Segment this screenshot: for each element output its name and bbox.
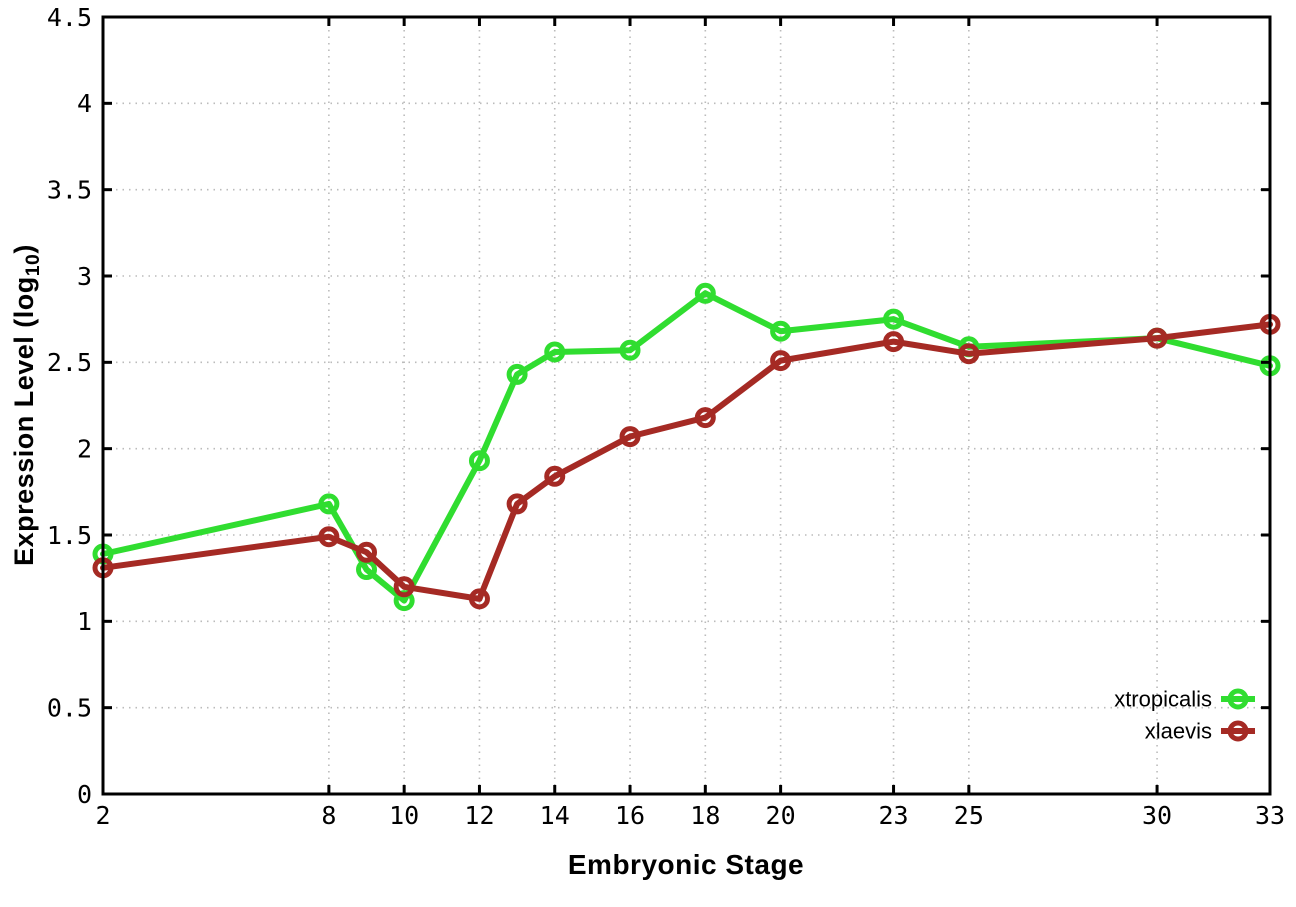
- x-tick-label: 2: [95, 801, 110, 830]
- series-line-xtropicalis: [100, 290, 1273, 604]
- data-point-marker-xlaevis: [619, 426, 641, 448]
- y-tick-label: 0: [77, 780, 92, 809]
- x-tick-label: 14: [540, 801, 570, 830]
- y-axis-title-suffix: ): [8, 244, 39, 254]
- data-point-marker-xtropicalis: [468, 450, 490, 472]
- data-point-marker-xtropicalis: [694, 282, 716, 304]
- axes: [101, 15, 1272, 796]
- data-point-marker-xlaevis: [393, 576, 415, 598]
- y-tick-label: 3.5: [47, 175, 92, 204]
- y-tick-label: 1.5: [47, 521, 92, 550]
- data-point-marker-xlaevis: [506, 493, 528, 515]
- legend-marker-sample-xlaevis: [1227, 720, 1249, 742]
- data-point-marker-xlaevis: [770, 350, 792, 372]
- data-point-marker-xlaevis: [1146, 327, 1168, 349]
- data-point-marker-xlaevis: [356, 541, 378, 563]
- data-point-marker-xlaevis: [544, 465, 566, 487]
- x-tick-label: 12: [464, 801, 494, 830]
- x-tick-label: 23: [878, 801, 908, 830]
- series-xlaevis: [92, 313, 1281, 610]
- legend-marker-sample-xtropicalis: [1227, 688, 1249, 710]
- data-point-marker-xlaevis: [318, 526, 340, 548]
- y-axis-title-subscript: 10: [22, 253, 45, 277]
- data-point-marker-xlaevis: [694, 407, 716, 429]
- data-point-marker-xtropicalis: [506, 363, 528, 385]
- data-point-marker-xlaevis: [883, 331, 905, 353]
- x-axis-title: Embryonic Stage: [567, 849, 805, 880]
- y-tick-label: 4.5: [47, 3, 92, 32]
- y-axis-title-text: Expression Level (log: [8, 276, 39, 566]
- data-point-marker-xtropicalis: [619, 339, 641, 361]
- y-tick-label: 0.5: [47, 693, 92, 722]
- gridlines: [102, 16, 1271, 795]
- x-tick-label: 33: [1255, 801, 1285, 830]
- x-tick-label: 20: [766, 801, 796, 830]
- data-point-marker-xtropicalis: [770, 320, 792, 342]
- y-tick-label: 2: [77, 434, 92, 463]
- x-tick-label: 10: [389, 801, 419, 830]
- x-tick-label: 18: [690, 801, 720, 830]
- plot-border: [101, 15, 1272, 796]
- data-point-marker-xtropicalis: [544, 341, 566, 363]
- series-line-xlaevis: [100, 321, 1273, 602]
- tick-labels: 2 8 10 12 14 16 18 20 23 25 30 33 0 0.5 1 1.5 2 2.5 3 3.5 4 4…: [47, 3, 1285, 830]
- y-tick-label: 2.5: [47, 348, 92, 377]
- y-axis-title: Expression Level (log10): [9, 244, 45, 566]
- x-tick-label: 8: [321, 801, 336, 830]
- x-tick-label: 25: [954, 801, 984, 830]
- series-xtropicalis: [92, 282, 1281, 612]
- data-point-marker-xtropicalis: [883, 308, 905, 330]
- data-point-marker-xlaevis: [958, 343, 980, 365]
- y-tick-label: 4: [77, 89, 92, 118]
- legend-label-xtropicalis: xtropicalis: [1114, 687, 1212, 712]
- y-tick-label: 1: [77, 607, 92, 636]
- data-point-marker-xlaevis: [468, 588, 490, 610]
- legend-label-xlaevis: xlaevis: [1145, 719, 1212, 744]
- legend: xtropicalis xlaevis: [1114, 687, 1255, 744]
- data-point-marker-xtropicalis: [318, 493, 340, 515]
- x-tick-label: 16: [615, 801, 645, 830]
- x-tick-label: 30: [1142, 801, 1172, 830]
- y-tick-label: 3: [77, 262, 92, 291]
